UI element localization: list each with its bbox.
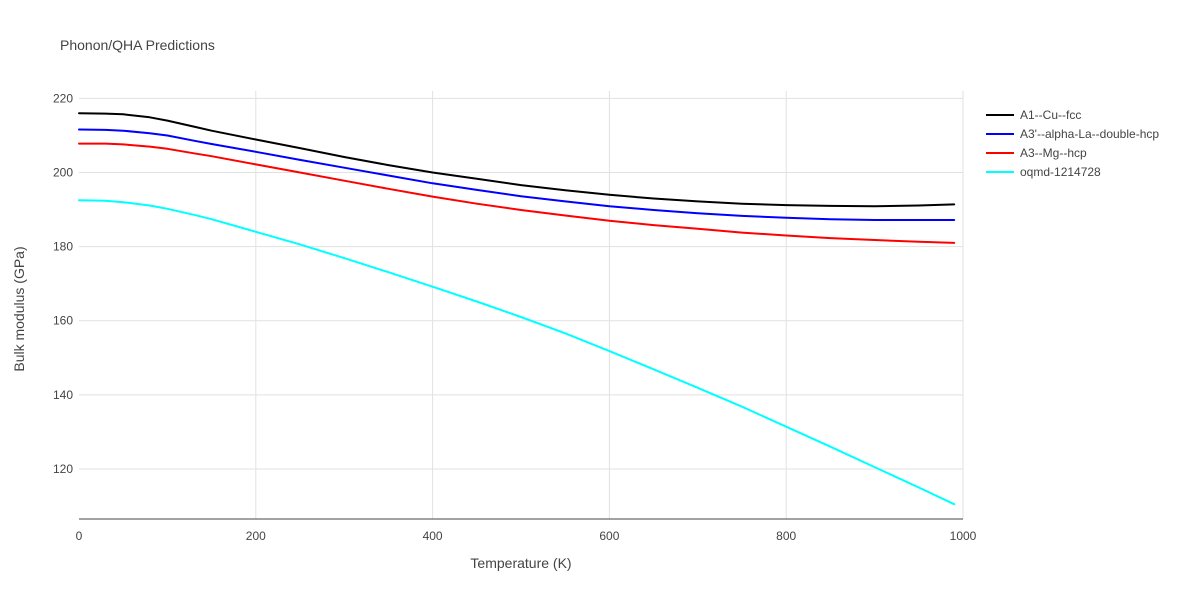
series-line-4 bbox=[78, 199, 956, 506]
y-tick-label: 140 bbox=[53, 388, 73, 402]
x-tick-label: 800 bbox=[776, 529, 796, 543]
series-line-3 bbox=[78, 142, 956, 244]
legend-item[interactable]: oqmd-1214728 bbox=[986, 165, 1101, 179]
y-tick-label: 220 bbox=[53, 91, 73, 105]
grid bbox=[79, 91, 964, 519]
x-tick-label: 0 bbox=[76, 529, 83, 543]
y-tick-label: 120 bbox=[53, 462, 73, 476]
x-axis-title: Temperature (K) bbox=[470, 555, 571, 571]
legend-label: A3'--alpha-La--double-hcp bbox=[1020, 127, 1159, 141]
legend-item[interactable]: A3'--alpha-La--double-hcp bbox=[986, 127, 1159, 141]
x-tick-labels: 0 200 400 600 800 1000 bbox=[76, 529, 977, 543]
y-tick-label: 160 bbox=[53, 314, 73, 328]
y-tick-label: 180 bbox=[53, 240, 73, 254]
series-line-2 bbox=[78, 128, 956, 221]
legend-item[interactable]: A3--Mg--hcp bbox=[986, 146, 1087, 160]
y-tick-labels: 120 140 160 180 200 220 bbox=[53, 91, 73, 476]
legend-item[interactable]: A1--Cu--fcc bbox=[986, 108, 1081, 122]
legend-label: A3--Mg--hcp bbox=[1020, 146, 1087, 160]
x-tick-label: 600 bbox=[599, 529, 619, 543]
legend-label: A1--Cu--fcc bbox=[1020, 108, 1081, 122]
y-axis-title: Bulk modulus (GPa) bbox=[11, 246, 27, 371]
series-line-1 bbox=[78, 112, 956, 208]
x-tick-label: 200 bbox=[246, 529, 266, 543]
legend: A1--Cu--fcc A3'--alpha-La--double-hcp A3--… bbox=[986, 108, 1159, 179]
series bbox=[78, 112, 956, 506]
chart-title: Phonon/QHA Predictions bbox=[60, 37, 215, 53]
y-tick-label: 200 bbox=[53, 166, 73, 180]
x-tick-label: 1000 bbox=[950, 529, 977, 543]
x-tick-label: 400 bbox=[423, 529, 443, 543]
legend-label: oqmd-1214728 bbox=[1020, 165, 1101, 179]
